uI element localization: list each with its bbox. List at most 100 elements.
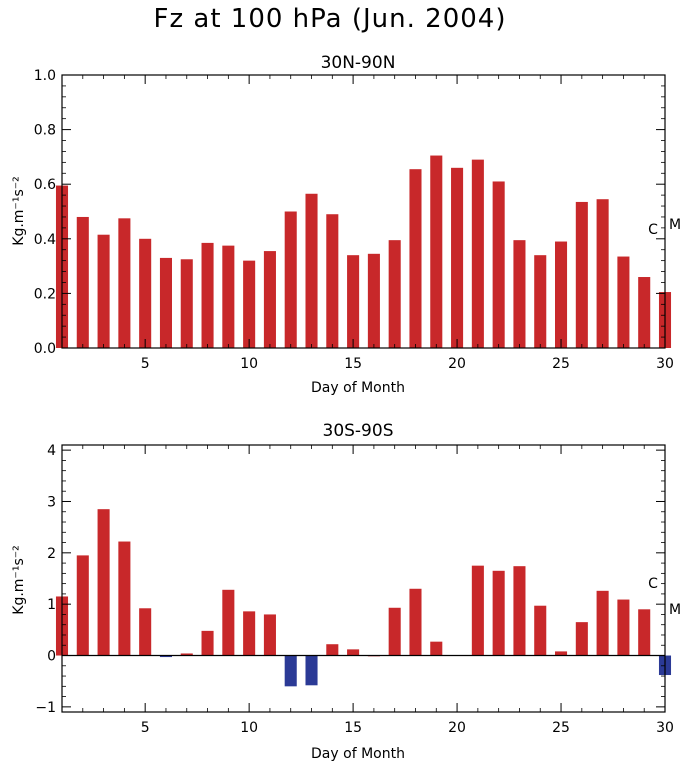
annotation-c: C: [648, 222, 658, 238]
y-tick-label: 0.6: [34, 177, 56, 193]
bar-day-19: [430, 155, 443, 348]
bar-day-13: [305, 193, 318, 348]
bar-day-5: [139, 608, 152, 656]
bar-series: [55, 155, 672, 349]
x-tick-label: 30: [656, 720, 674, 736]
annotation-m: M: [669, 602, 680, 618]
bar-day-3: [97, 509, 110, 656]
bar-day-3: [97, 234, 110, 348]
bar-day-7: [180, 259, 193, 348]
panel-north: 30N-90N Day of Month Kg.m⁻¹s⁻² 0.0 0.2 0.4…: [11, 53, 680, 396]
x-tick-label: 15: [344, 356, 362, 372]
bar-day-23: [513, 240, 526, 348]
bar-day-29: [638, 609, 651, 656]
figure-title: Fz at 100 hPa (Jun. 2004): [154, 4, 507, 34]
bar-day-4: [118, 218, 131, 348]
x-tick-label: 25: [552, 720, 570, 736]
bar-series: [55, 509, 672, 687]
x-tick-label: 5: [141, 356, 150, 372]
bar-day-27: [596, 199, 609, 348]
bar-day-16: [367, 253, 380, 348]
bar-day-7: [180, 653, 193, 656]
x-tick-label: 20: [448, 356, 466, 372]
bar-day-28: [617, 599, 630, 656]
annotations: CM: [648, 576, 680, 618]
bar-day-28: [617, 256, 630, 348]
x-tick-label: 30: [656, 356, 674, 372]
y-axis-label: Kg.m⁻¹s⁻²: [11, 176, 27, 245]
bar-day-21: [471, 565, 484, 656]
bar-day-2: [76, 555, 89, 656]
bar-day-15: [347, 255, 360, 348]
bar-day-9: [222, 589, 235, 656]
y-tick-label: 3: [47, 494, 56, 510]
bar-day-11: [263, 614, 276, 656]
bar-day-14: [326, 214, 339, 348]
bar-day-21: [471, 159, 484, 348]
panel-title: 30S-90S: [323, 421, 394, 441]
bar-day-18: [409, 169, 422, 348]
panel-south: 30S-90S Day of Month Kg.m⁻¹s⁻² −1 0 1 2 3 4 5 1…: [11, 421, 680, 762]
x-tick-label: 10: [240, 356, 258, 372]
bar-day-23: [513, 566, 526, 656]
y-tick-label: 1.0: [34, 68, 56, 84]
bar-day-2: [76, 216, 89, 348]
bar-day-4: [118, 541, 131, 656]
y-tick-label: 0.8: [34, 123, 56, 139]
bar-day-17: [388, 240, 401, 348]
bar-day-5: [139, 238, 152, 348]
x-tick-label: 5: [141, 720, 150, 736]
x-axis-label: Day of Month: [311, 746, 405, 762]
bar-day-25: [555, 651, 568, 656]
bar-day-18: [409, 588, 422, 656]
bar-day-13: [305, 655, 318, 686]
annotation-c: C: [648, 576, 658, 592]
x-tick-label: 25: [552, 356, 570, 372]
plot-frame: [61, 74, 666, 349]
axes: 0.0 0.2 0.4 0.6 0.8 1.0 5 10 15 20 25 30: [34, 68, 674, 372]
bar-day-15: [347, 649, 360, 656]
y-tick-label: 0: [47, 649, 56, 665]
bar-day-14: [326, 644, 339, 656]
x-tick-label: 20: [448, 720, 466, 736]
bar-day-22: [492, 181, 505, 348]
x-tick-label: 15: [344, 720, 362, 736]
y-axis-label: Kg.m⁻¹s⁻²: [11, 545, 27, 614]
bar-day-26: [575, 622, 588, 656]
x-axis-label: Day of Month: [311, 380, 405, 396]
bar-day-8: [201, 630, 214, 656]
bar-day-27: [596, 590, 609, 656]
y-tick-label: 0.4: [34, 232, 56, 248]
bar-day-11: [263, 251, 276, 348]
bar-day-12: [284, 655, 297, 687]
panel-title: 30N-90N: [321, 53, 396, 73]
bar-day-24: [534, 255, 547, 348]
bar-day-17: [388, 607, 401, 656]
y-tick-label: 1: [47, 597, 56, 613]
bar-day-6: [159, 257, 172, 348]
bar-day-9: [222, 245, 235, 349]
bar-day-19: [430, 641, 443, 656]
bar-day-12: [284, 211, 297, 348]
axes: −1 0 1 2 3 4 5 10 15 20 25 30: [35, 443, 674, 736]
y-tick-label: 2: [47, 546, 56, 562]
y-tick-label: −1: [35, 700, 56, 716]
bar-day-29: [638, 277, 651, 348]
y-tick-label: 4: [47, 443, 56, 459]
bar-day-22: [492, 570, 505, 656]
bar-day-24: [534, 605, 547, 656]
bar-day-26: [575, 201, 588, 348]
bar-day-8: [201, 242, 214, 348]
y-tick-label: 0.0: [34, 341, 56, 357]
bar-day-10: [243, 260, 256, 348]
plot-frame: [61, 444, 666, 713]
x-tick-label: 10: [240, 720, 258, 736]
bar-day-6: [159, 655, 172, 658]
y-tick-label: 0.2: [34, 286, 56, 302]
bar-day-25: [555, 241, 568, 348]
bar-day-10: [243, 611, 256, 656]
annotation-m: M: [669, 217, 680, 233]
bar-day-20: [451, 167, 464, 348]
